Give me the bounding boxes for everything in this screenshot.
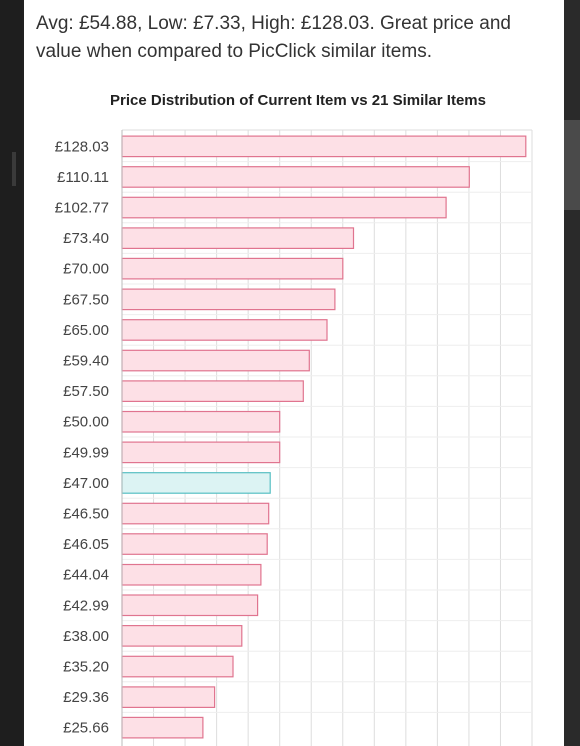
category-label: £35.20 (63, 659, 109, 676)
left-edge-notch (12, 152, 16, 186)
category-label: £50.00 (63, 414, 109, 431)
price-summary-text: Avg: £54.88, Low: £7.33, High: £128.03. … (36, 13, 511, 62)
price-card: Avg: £54.88, Low: £7.33, High: £128.03. … (24, 0, 564, 746)
price-bar (121, 533, 268, 555)
price-bar (121, 686, 216, 709)
category-label: £67.50 (63, 291, 109, 308)
price-bar (121, 349, 310, 372)
left-background-edge (0, 0, 22, 746)
price-bar (121, 563, 262, 586)
price-bar (121, 196, 447, 219)
price-bar (121, 502, 270, 525)
price-bar (121, 410, 281, 433)
chart-title: Price Distribution of Current Item vs 21… (110, 92, 486, 109)
category-label: £42.99 (63, 597, 109, 614)
price-bar (121, 594, 259, 617)
category-label: £59.40 (63, 353, 109, 370)
category-label: £44.04 (63, 567, 109, 584)
price-bar (121, 166, 470, 188)
price-bar (121, 441, 281, 464)
price-bar (121, 319, 328, 341)
price-bar (121, 257, 344, 280)
price-bar (121, 288, 336, 311)
right-edge-highlight (564, 120, 580, 210)
category-label: £110.11 (57, 169, 109, 186)
price-distribution-chart: £128.03 £110.11 £102.77 £73.40 £70.00 £67.50 £… (55, 129, 533, 746)
category-label: £73.40 (63, 230, 109, 247)
right-background-edge (564, 0, 580, 746)
price-bar (121, 227, 355, 249)
category-label: £128.03 (55, 138, 109, 155)
price-bar (121, 655, 234, 678)
category-label: £65.00 (63, 322, 109, 339)
category-label: £49.99 (63, 444, 109, 461)
category-label: £29.36 (63, 689, 109, 706)
category-label: £57.50 (63, 383, 109, 400)
price-bar (121, 716, 204, 739)
price-bar (121, 624, 243, 647)
category-label: £70.00 (63, 261, 109, 278)
category-label: £38.00 (63, 628, 109, 645)
price-bar (121, 135, 527, 158)
category-label: £102.77 (55, 200, 109, 217)
category-label: £47.00 (63, 475, 109, 492)
category-label: £46.50 (63, 506, 109, 523)
category-label: £25.66 (63, 720, 109, 737)
price-bar (121, 380, 304, 402)
category-label: £46.05 (63, 536, 109, 553)
current-item-bar (121, 472, 271, 494)
